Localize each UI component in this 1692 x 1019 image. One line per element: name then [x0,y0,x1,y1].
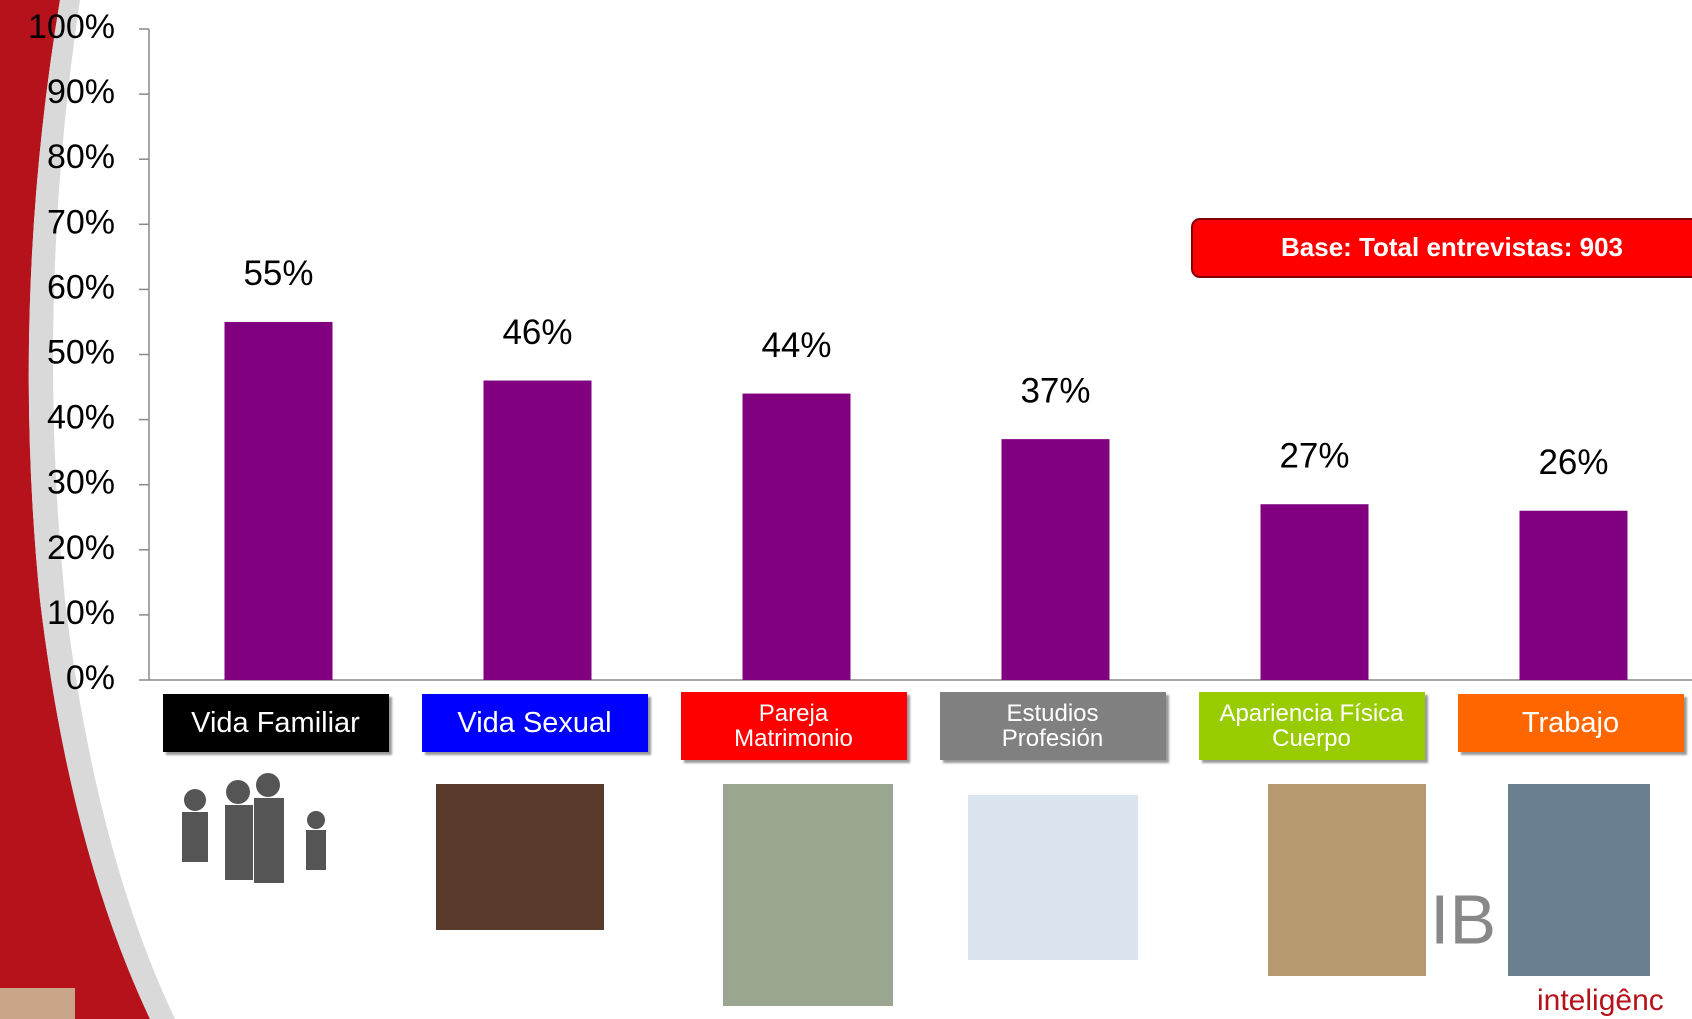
y-tick-label: 20% [47,529,115,567]
bar [1001,439,1110,680]
category-label: Vida Familiar [162,694,389,752]
decor-swoosh [0,0,150,1019]
y-tick-label: 40% [47,399,115,437]
data-label: 46% [502,313,572,352]
photo-couple [436,784,604,930]
category-label: Trabajo [1457,694,1684,752]
photo-computer [1508,784,1650,976]
decor-photo [0,988,75,1019]
decor-swoosh-gray [28,0,175,1019]
category-label: Vida Sexual [421,694,648,752]
photos [182,773,1650,1006]
photo-family [182,773,326,883]
y-tick-label: 10% [47,594,115,632]
data-label: 55% [243,254,313,293]
category-label: Pareja Matrimonio [680,692,907,760]
data-label: 27% [1279,436,1349,475]
logo-text: inteligênc [1537,984,1664,1017]
y-tick-label: 30% [47,464,115,502]
y-tick-label: 80% [47,138,115,176]
photo-wedding [723,784,893,1006]
data-label: 26% [1538,443,1608,482]
category-label: Apariencia Física Cuerpo [1198,692,1425,760]
y-tick-label: 90% [47,73,115,111]
watermark: IB [1430,880,1496,958]
category-label: Estudios Profesión [939,692,1166,760]
y-tick-label: 0% [66,659,115,697]
photo-mirror [1268,784,1426,976]
photo-doctors [968,795,1138,960]
data-label: 44% [761,326,831,365]
data-label: 37% [1020,371,1090,410]
y-tick-label: 100% [28,8,115,46]
bar [742,393,851,680]
bar [1519,510,1628,680]
y-tick-label: 70% [47,203,115,241]
annotation-box [1191,218,1692,278]
y-tick-label: 60% [47,268,115,306]
annotation: Base: Total entrevistas: 903 [1281,232,1623,262]
y-tick-label: 50% [47,333,115,371]
bar [483,380,592,680]
bar [224,321,333,680]
bar [1260,504,1369,680]
